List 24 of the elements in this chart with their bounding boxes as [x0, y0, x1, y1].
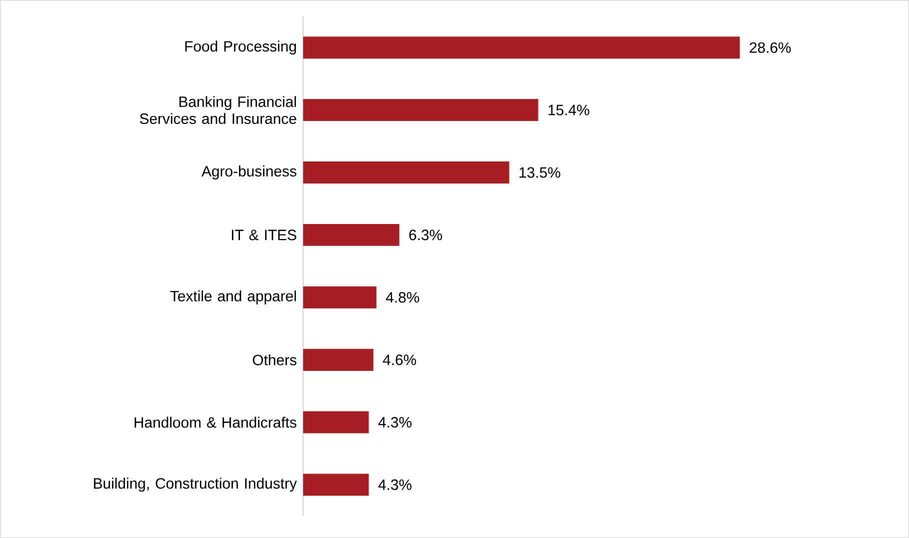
data-label: 4.8% — [386, 292, 420, 303]
y-tick-label: Handloom & Handicrafts — [134, 416, 296, 428]
y-tick-label: Building, Construction Industry — [94, 478, 297, 492]
data-label: 4.3% — [378, 416, 412, 428]
y-tick-label: Agro-business — [202, 165, 296, 180]
y-tick-label: Textile and apparel — [170, 290, 296, 304]
bar — [303, 161, 510, 184]
bar — [303, 36, 740, 58]
bar — [303, 286, 376, 308]
bar — [303, 224, 400, 246]
data-label: 4.6% — [382, 354, 416, 365]
bar — [303, 411, 369, 434]
y-tick-label: Food Processing — [185, 40, 296, 54]
data-label: 13.5% — [520, 167, 560, 178]
y-tick-label: IT & ITES — [232, 229, 296, 240]
data-label: 6.3% — [409, 229, 442, 240]
y-tick-label: Banking Financial Services and Insurance — [140, 96, 296, 124]
bar — [303, 348, 374, 371]
bar — [303, 474, 369, 496]
data-label: 4.3% — [378, 479, 412, 490]
data-label: 15.4% — [548, 104, 590, 116]
data-label: 28.6% — [750, 42, 791, 53]
bar — [303, 98, 538, 121]
y-tick-label: Others — [252, 354, 296, 366]
